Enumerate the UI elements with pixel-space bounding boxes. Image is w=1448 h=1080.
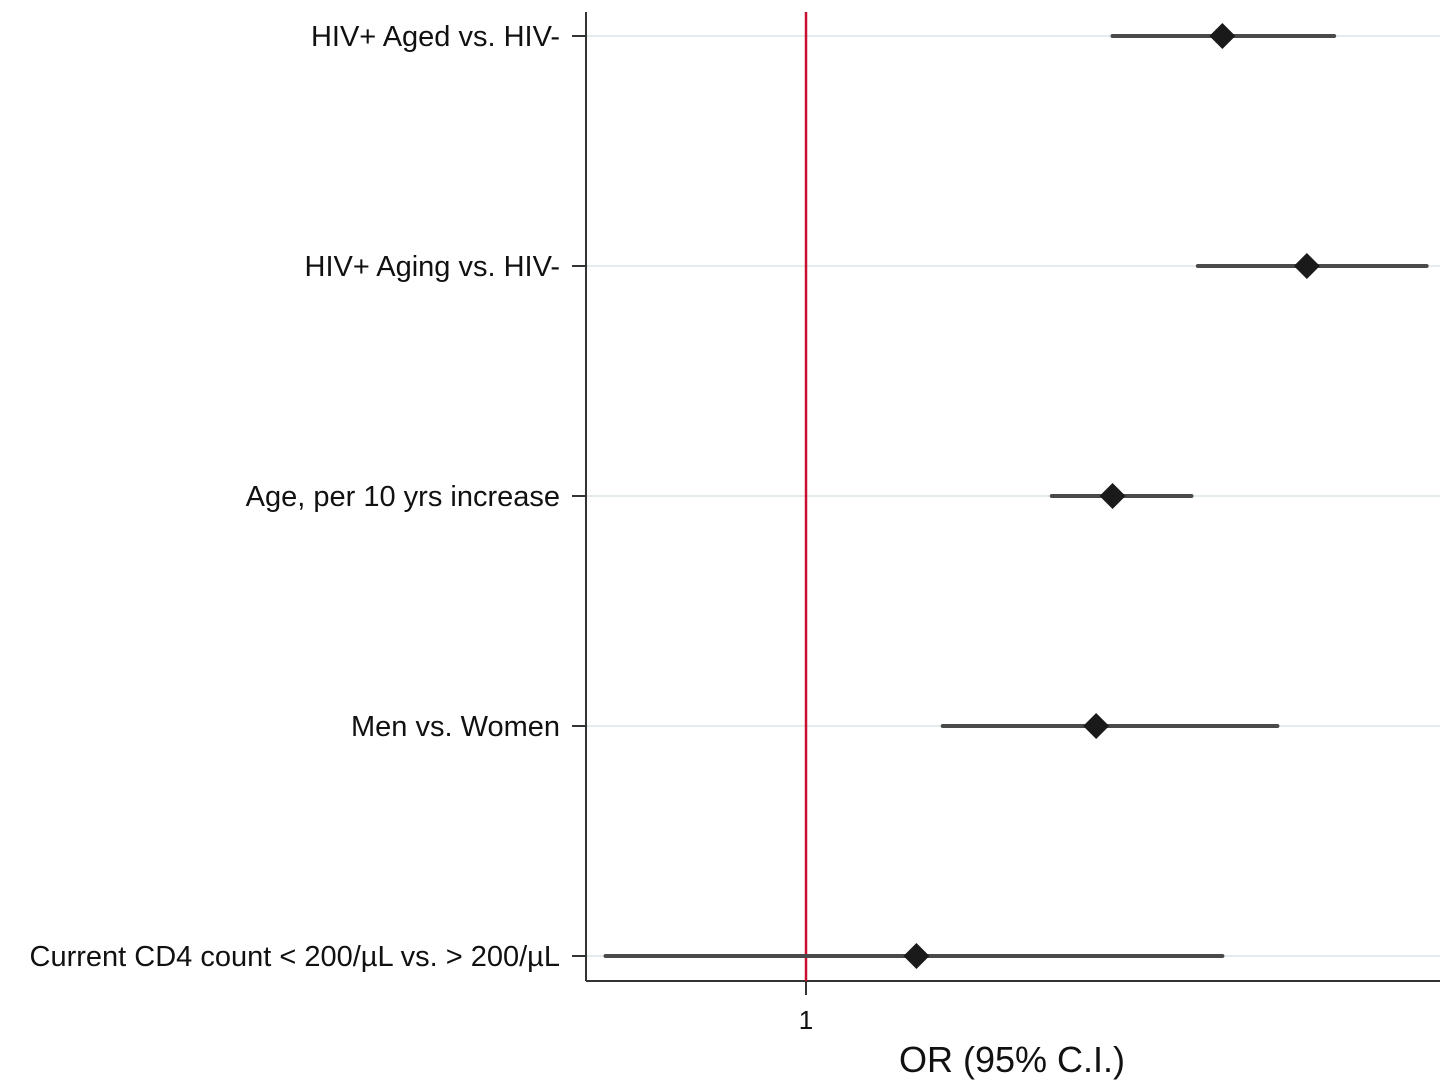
gridlines (586, 35, 1440, 957)
estimate-diamond (1293, 253, 1320, 279)
y-ticks (572, 35, 586, 957)
category-labels: HIV+ Aged vs. HIV- HIV+ Aging vs. HIV- Age… (30, 21, 560, 973)
category-label: Current CD4 count < 200/µL vs. > 200/µL (30, 941, 560, 973)
estimate-diamond (903, 943, 930, 969)
estimate-diamond (1083, 713, 1110, 739)
estimate-diamond (1099, 483, 1126, 509)
category-label: Age, per 10 yrs increase (246, 481, 560, 513)
category-label: HIV+ Aged vs. HIV- (311, 21, 560, 53)
x-axis-title: OR (95% C.I.) (899, 1039, 1125, 1080)
category-label: Men vs. Women (351, 711, 560, 743)
category-label: HIV+ Aging vs. HIV- (305, 251, 560, 283)
x-tick-label: 1 (799, 1005, 813, 1035)
point-estimates (903, 23, 1320, 969)
x-ticks: 1 (799, 981, 813, 1035)
estimate-diamond (1209, 23, 1236, 49)
